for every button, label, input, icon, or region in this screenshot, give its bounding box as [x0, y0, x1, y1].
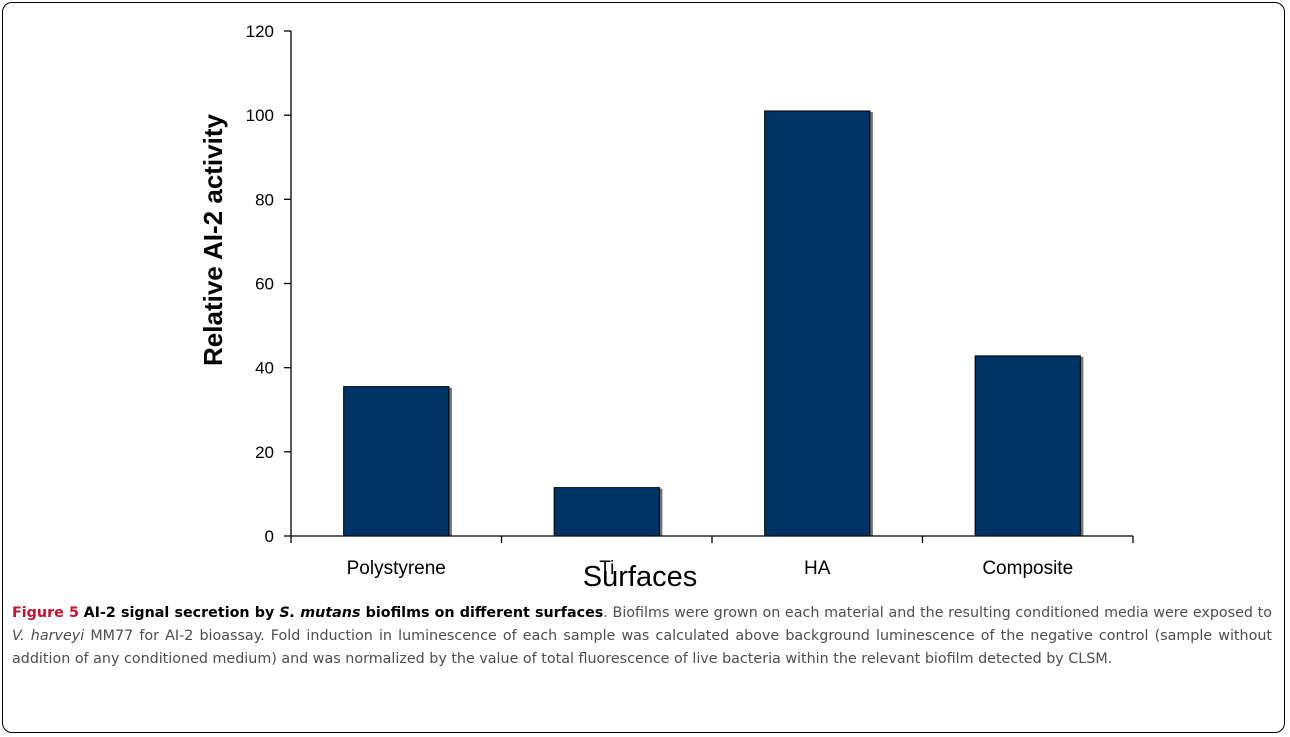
bar: [974, 355, 1081, 537]
caption-body-1: . Biofilms were grown on each material a…: [603, 605, 1272, 621]
y-axis: 0 20 40 60 80 100 120: [246, 22, 292, 546]
y-axis-label: Relative AI-2 activity: [198, 114, 228, 366]
y-tick-label: 20: [255, 443, 274, 462]
caption-body-2: MM77 for AI-2 bioassay. Fold induction i…: [12, 628, 1272, 667]
x-tick-label: HA: [804, 558, 831, 579]
bar-chart: 0 20 40 60 80 100 120 Polystyrene Ti HA Composite…: [198, 22, 1134, 593]
title-pre: AI-2 signal secretion by: [83, 605, 280, 621]
figure-title: AI-2 signal secretion by S. mutans biofi…: [84, 605, 604, 621]
title-post: biofilms on different surfaces: [360, 605, 604, 621]
x-tick-label: Polystyrene: [347, 558, 446, 579]
x-tick-label: Composite: [982, 558, 1073, 579]
y-tick-label: 60: [255, 275, 274, 294]
x-tick-label: Ti: [599, 558, 614, 579]
y-tick-label: 100: [246, 106, 274, 125]
title-species: S. mutans: [279, 605, 361, 621]
figure-label: Figure 5: [12, 605, 79, 621]
x-axis-label: Surfaces: [583, 561, 697, 593]
y-tick-label: 40: [255, 359, 274, 378]
x-axis: Polystyrene Ti HA Composite: [290, 535, 1134, 579]
bar: [343, 386, 450, 537]
y-tick-label: 80: [255, 190, 274, 209]
bars-group: [343, 110, 1084, 537]
caption-body-species: V. harveyi: [12, 628, 85, 644]
bar: [553, 487, 660, 537]
bar: [764, 110, 871, 537]
figure-caption: Figure 5 AI-2 signal secretion by S. mut…: [12, 602, 1272, 671]
y-tick-label: 120: [246, 22, 274, 41]
y-tick-label: 0: [265, 527, 274, 546]
